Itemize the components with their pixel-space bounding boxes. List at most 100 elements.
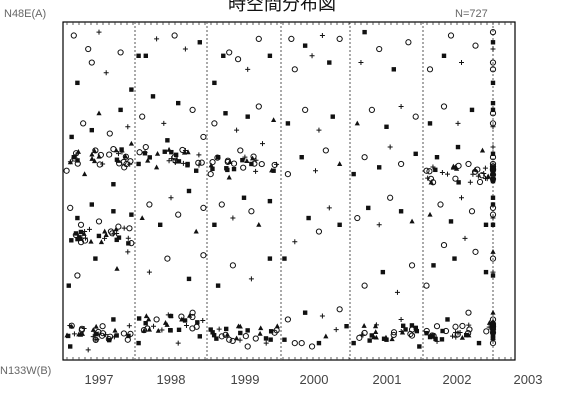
data-point-triangle (69, 323, 75, 329)
data-point-circle (224, 157, 232, 164)
data-point-square (143, 320, 148, 326)
data-point-plus (102, 235, 108, 241)
data-point-circle (74, 160, 81, 167)
data-point-circle (115, 223, 122, 230)
data-point-triangle (98, 239, 105, 245)
data-point-circle (288, 35, 295, 43)
data-point-square (173, 152, 179, 158)
data-point-plus (67, 159, 73, 165)
data-point-circle (452, 175, 459, 182)
data-point-circle (405, 39, 412, 46)
data-point-circle (302, 106, 309, 113)
data-point-square (111, 182, 116, 187)
data-point-triangle (258, 325, 264, 331)
data-point-circle (95, 218, 103, 225)
data-point-square (176, 159, 182, 164)
data-point-square (129, 212, 134, 217)
data-point-plus (490, 124, 496, 130)
data-point-circle (77, 239, 85, 246)
data-point-triangle (479, 147, 486, 153)
data-point-square (168, 327, 173, 333)
data-point-triangle (427, 211, 433, 217)
data-point-plus (292, 239, 298, 245)
data-point-square (398, 209, 404, 214)
data-point-plus (230, 215, 236, 221)
data-point-circle (136, 149, 143, 156)
data-point-plus (151, 323, 157, 329)
data-point-circle (200, 252, 207, 259)
data-point-circle (63, 167, 70, 174)
data-point-circle (426, 66, 434, 73)
data-point-square (129, 87, 134, 92)
data-point-plus (360, 332, 366, 338)
data-point-square (384, 124, 389, 129)
data-point-circle (465, 160, 472, 168)
data-point-square (158, 222, 163, 227)
data-point-circle (117, 49, 124, 56)
data-point-square (126, 241, 131, 246)
data-point-plus (326, 205, 332, 211)
data-point-square (433, 336, 438, 342)
data-point-circle (106, 151, 113, 158)
data-point-triangle (82, 171, 88, 177)
data-point-plus (482, 165, 488, 171)
data-point-plus (481, 170, 487, 176)
data-point-circle (476, 178, 484, 186)
data-point-circle (437, 201, 444, 208)
data-point-plus (96, 29, 102, 35)
data-point-square (380, 269, 386, 275)
data-point-square (490, 222, 496, 227)
data-point-triangle (77, 331, 84, 337)
data-point-square (490, 166, 496, 172)
data-point-triangle (428, 179, 434, 185)
data-point-plus (333, 327, 339, 333)
data-point-circle (68, 322, 75, 329)
data-point-square (464, 332, 469, 338)
data-point-triangle (114, 265, 120, 271)
x-tick-label: 1998 (157, 372, 186, 387)
data-point-triangle (459, 334, 465, 340)
data-point-plus (313, 168, 318, 174)
data-point-square (366, 205, 371, 211)
data-point-square (182, 318, 188, 323)
x-tick-label: 2001 (373, 372, 402, 387)
year-lines (134, 22, 494, 360)
data-point-circle (368, 106, 375, 113)
data-point-square (245, 328, 250, 333)
data-point-circle (110, 146, 117, 153)
minor-ticks (66, 22, 512, 360)
data-point-square (351, 171, 356, 177)
data-point-plus (245, 66, 251, 72)
data-point-circle (248, 208, 255, 215)
data-point-circle (230, 160, 238, 167)
data-point-square (212, 222, 217, 227)
data-point-circle (88, 59, 95, 66)
data-point-square (194, 168, 199, 173)
data-point-circle (483, 328, 490, 335)
data-point-plus (490, 269, 496, 275)
data-point-triangle (155, 327, 161, 333)
data-point-circle (423, 282, 430, 289)
data-point-square (400, 323, 406, 328)
data-point-square (302, 43, 308, 48)
data-point-square (69, 238, 74, 243)
data-point-triangle (224, 331, 230, 337)
data-point-triangle (337, 161, 343, 166)
data-point-circle (179, 146, 186, 154)
data-point-plus (85, 347, 91, 353)
data-point-plus (234, 127, 240, 133)
data-point-triangle (75, 149, 81, 154)
data-point-square (330, 114, 335, 119)
data-point-circle (387, 194, 394, 201)
data-point-square (197, 40, 202, 45)
data-point-circle (109, 230, 116, 237)
data-point-triangle (323, 333, 329, 339)
data-point-plus (111, 334, 117, 340)
data-points (63, 29, 497, 353)
x-tick-label: 2002 (443, 372, 472, 387)
data-point-triangle (166, 146, 172, 152)
data-point-square (431, 263, 436, 268)
data-point-circle (255, 35, 262, 43)
data-point-square (89, 202, 94, 207)
